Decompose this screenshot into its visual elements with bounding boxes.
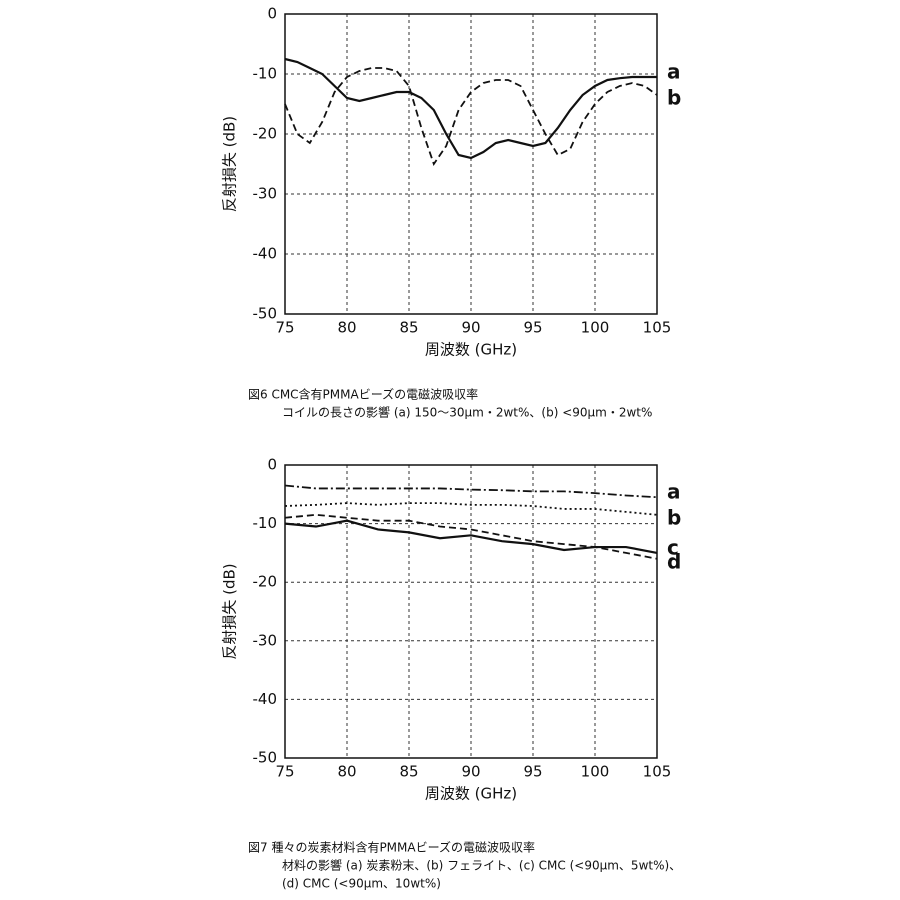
legend-label: b xyxy=(667,86,681,110)
x-tick-label: 75 xyxy=(275,763,294,781)
x-axis-label: 周波数 (GHz) xyxy=(425,341,517,359)
y-tick-label: -20 xyxy=(253,125,278,143)
y-axis-label: 反射損失 (dB) xyxy=(221,563,239,659)
legend-label: a xyxy=(667,60,681,84)
y-tick-label: -30 xyxy=(253,185,278,203)
x-tick-label: 105 xyxy=(643,319,672,337)
x-tick-label: 80 xyxy=(337,763,356,781)
caption: 図6 CMC含有PMMAビーズの電磁波吸収率 xyxy=(248,387,478,402)
line xyxy=(284,57,657,160)
y-tick-label: -50 xyxy=(253,305,278,323)
caption: コイルの長さの影響 (a) 150～30μm・2wt%、(b) <90μm・2w… xyxy=(282,405,652,420)
caption: 材料の影響 (a) 炭素粉末、(b) フェライト、(c) CMC (<90μm、… xyxy=(282,858,681,873)
x-tick-label: 105 xyxy=(643,763,672,781)
x-axis-label: 周波数 (GHz) xyxy=(425,785,517,803)
caption: (d) CMC (<90μm、10wt%) xyxy=(282,877,441,891)
plot-frame xyxy=(284,464,658,759)
line xyxy=(284,484,658,499)
x-tick-label: 80 xyxy=(337,319,356,337)
caption: 図7 種々の炭素材料含有PMMAビーズの電磁波吸収率 xyxy=(248,840,535,855)
line xyxy=(284,513,658,560)
y-axis-label: 反射損失 (dB) xyxy=(221,116,239,212)
x-tick-label: 100 xyxy=(581,319,610,337)
legend-label: d xyxy=(667,549,681,573)
x-tick-label: 90 xyxy=(461,763,480,781)
y-tick-label: 0 xyxy=(267,456,277,474)
x-tick-label: 100 xyxy=(581,763,610,781)
plot-frame xyxy=(284,13,658,315)
legend-label: b xyxy=(667,505,681,529)
legend-label: a xyxy=(667,480,681,504)
line xyxy=(284,502,658,516)
x-tick-label: 85 xyxy=(399,319,418,337)
y-tick-label: 0 xyxy=(267,5,277,23)
y-tick-label: -10 xyxy=(253,514,278,532)
y-tick-label: -50 xyxy=(253,749,278,767)
x-tick-label: 85 xyxy=(399,763,418,781)
y-tick-label: -20 xyxy=(253,573,278,591)
y-tick-label: -30 xyxy=(253,631,278,649)
y-tick-label: -40 xyxy=(253,245,278,263)
x-tick-label: 95 xyxy=(523,319,542,337)
line xyxy=(284,67,658,166)
y-tick-label: -40 xyxy=(253,690,278,708)
x-tick-label: 75 xyxy=(275,319,294,337)
y-tick-label: -10 xyxy=(253,65,278,83)
legend-label: c xyxy=(667,535,679,559)
x-tick-label: 90 xyxy=(461,319,480,337)
x-tick-label: 95 xyxy=(523,763,542,781)
